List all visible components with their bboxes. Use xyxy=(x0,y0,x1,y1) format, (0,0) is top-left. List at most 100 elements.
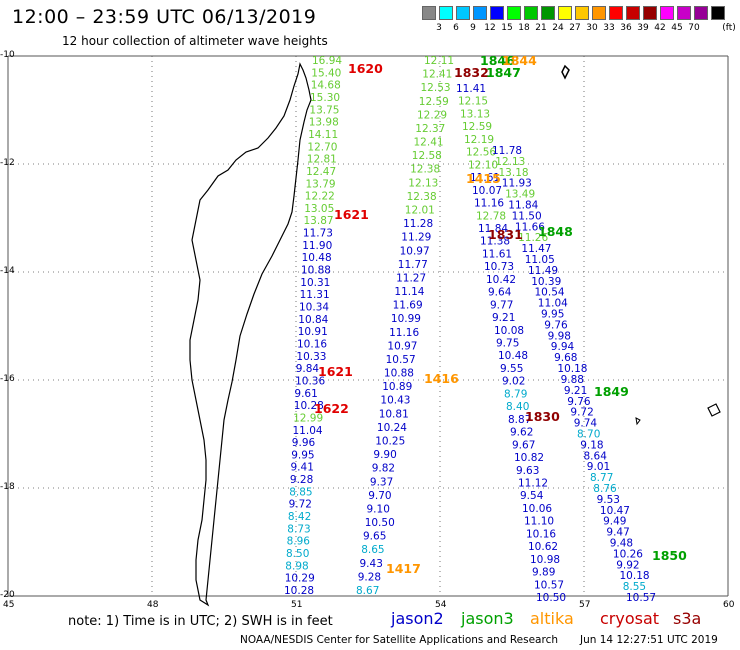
pass-time-label: 1832 xyxy=(454,65,489,80)
wave-height-value: 12.19 xyxy=(464,134,494,146)
wave-height-value: 13.13 xyxy=(460,109,490,121)
wave-height-value: 10.84 xyxy=(298,314,328,326)
wave-height-value: 8.76 xyxy=(593,483,617,495)
color-scale-label: 3 xyxy=(436,23,442,33)
wave-height-value: 12.38 xyxy=(410,164,440,176)
wave-height-tracks: 16.9415.4014.6815.3013.7513.9814.1112.70… xyxy=(284,55,656,604)
wave-height-value: 10.16 xyxy=(297,339,327,351)
wave-height-value: 9.41 xyxy=(291,462,314,474)
pass-time-label: 1847 xyxy=(486,65,521,80)
wave-height-value: 9.28 xyxy=(290,474,313,486)
color-swatch xyxy=(711,6,725,20)
wave-height-value: 11.93 xyxy=(502,178,532,190)
wave-height-value: 9.21 xyxy=(492,312,515,324)
color-swatch xyxy=(609,6,623,20)
color-swatch xyxy=(422,6,436,20)
wave-height-value: 12.99 xyxy=(293,412,323,424)
wave-height-value: 8.77 xyxy=(590,472,613,484)
wave-height-value: 12.70 xyxy=(307,141,337,153)
pass-time-label: 1850 xyxy=(652,548,687,563)
wave-height-value: 8.79 xyxy=(504,388,527,400)
wave-height-value: 9.76 xyxy=(544,319,568,331)
wave-height-value: 9.76 xyxy=(567,396,591,408)
color-scale-label: 45 xyxy=(671,23,683,33)
wave-height-value: 9.96 xyxy=(292,437,316,449)
wave-height-value: 12.59 xyxy=(462,121,492,133)
wave-height-value: 12.81 xyxy=(307,154,337,166)
wave-height-value: 10.97 xyxy=(387,340,417,352)
legend-jason2: jason2 xyxy=(391,609,444,628)
wave-height-value: 9.67 xyxy=(512,439,535,451)
wave-height-value: 11.69 xyxy=(393,300,423,312)
wave-height-value: 11.61 xyxy=(470,172,500,184)
wave-height-value: 12.13 xyxy=(495,156,525,168)
wave-height-value: 10.06 xyxy=(522,503,552,515)
map-subtitle: 12 hour collection of altimeter wave hei… xyxy=(62,34,328,48)
wave-height-value: 11.16 xyxy=(389,327,419,339)
wave-height-value: 9.92 xyxy=(616,559,639,571)
wave-height-value: 9.98 xyxy=(548,330,571,342)
color-scale-label: 33 xyxy=(603,23,615,33)
wave-height-value: 12.22 xyxy=(305,191,335,203)
color-scale-label: 15 xyxy=(501,23,513,33)
wave-height-value: 12.56 xyxy=(466,147,496,159)
wave-height-value: 11.41 xyxy=(456,83,486,95)
wave-height-value: 9.10 xyxy=(367,504,390,516)
wave-height-value: 13.18 xyxy=(499,167,529,179)
pass-time-label: 1417 xyxy=(386,561,421,576)
wave-height-value: 8.65 xyxy=(361,544,384,556)
wave-height-value: 9.72 xyxy=(570,407,593,419)
lon-tick-label: 57 xyxy=(579,600,591,610)
color-scale-label: 42 xyxy=(654,23,666,33)
wave-height-value: 9.01 xyxy=(587,461,610,473)
wave-height-value: 11.61 xyxy=(482,248,512,260)
madagascar-coastline xyxy=(189,62,721,607)
color-scale-label: 70 xyxy=(688,23,700,33)
wave-height-value: 11.26 xyxy=(518,232,548,244)
wave-height-value: 10.89 xyxy=(382,381,412,393)
color-swatch xyxy=(575,6,589,20)
wave-height-value: 8.64 xyxy=(584,450,608,462)
wave-height-value: 8.85 xyxy=(289,486,312,498)
wave-height-value: 10.48 xyxy=(302,252,332,264)
color-scale-label: 18 xyxy=(518,23,530,33)
wave-height-value: 14.11 xyxy=(308,129,338,141)
wave-height-value: 12.58 xyxy=(412,150,442,162)
pass-time-label: 1848 xyxy=(538,224,573,239)
pass-time-label: 1831 xyxy=(488,227,523,242)
color-scale-label: 36 xyxy=(620,23,632,33)
lon-tick-label: 60 xyxy=(723,600,735,610)
wave-height-value: 8.50 xyxy=(286,548,309,560)
wave-height-value: 8.40 xyxy=(506,401,529,413)
legend-s3a: s3a xyxy=(673,609,702,628)
color-scale-label: 24 xyxy=(552,23,564,33)
lat-tick-label: -16 xyxy=(0,374,15,384)
wave-height-value: 9.89 xyxy=(532,567,555,579)
wave-height-value: 11.14 xyxy=(394,286,424,298)
wave-height-value: 9.88 xyxy=(561,374,584,386)
color-swatch xyxy=(524,6,538,20)
pass-time-label: 1849 xyxy=(594,384,629,399)
wave-height-value: 9.75 xyxy=(496,338,519,350)
color-swatch xyxy=(490,6,504,20)
wave-height-value: 10.39 xyxy=(531,276,561,288)
wave-height-value: 10.29 xyxy=(285,573,315,585)
wave-height-value: 9.82 xyxy=(372,463,395,475)
wave-height-value: 9.64 xyxy=(488,287,512,299)
color-scale-unit: (ft) xyxy=(722,23,736,33)
wave-height-value: 13.87 xyxy=(304,215,334,227)
wave-height-value: 9.62 xyxy=(510,427,533,439)
wave-height-value: 12.29 xyxy=(417,109,447,121)
wave-height-value: 10.88 xyxy=(301,265,331,277)
wave-height-value: 12.41 xyxy=(414,137,444,149)
wave-height-value: 12.13 xyxy=(408,177,438,189)
lat-tick-label: -12 xyxy=(0,158,15,168)
color-swatch xyxy=(456,6,470,20)
wave-height-value: 11.38 xyxy=(480,236,510,248)
legend-jason3: jason3 xyxy=(461,609,514,628)
wave-height-value: 9.77 xyxy=(490,299,513,311)
wave-height-value: 8.70 xyxy=(577,429,600,441)
wave-height-value: 9.72 xyxy=(289,499,312,511)
wave-height-value: 13.49 xyxy=(505,189,535,201)
